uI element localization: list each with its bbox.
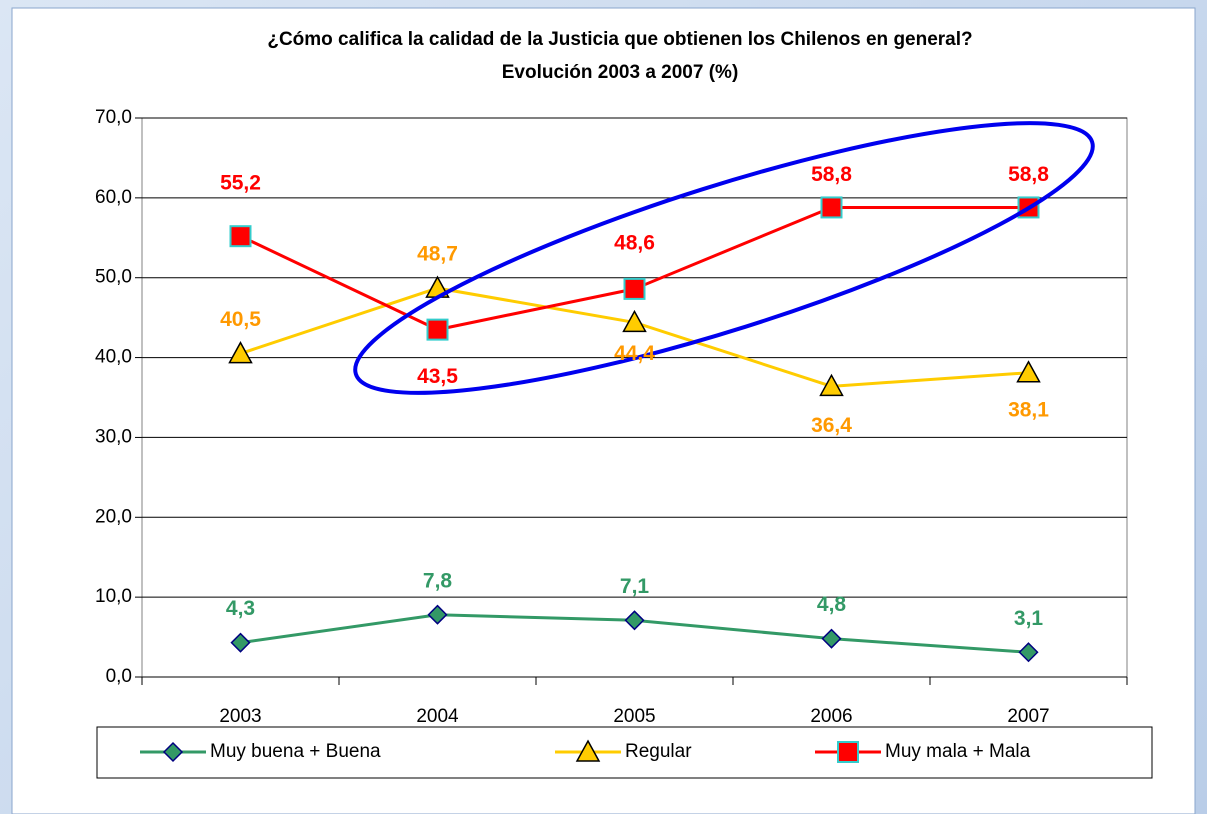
marker [427, 604, 448, 625]
data-label: 4,8 [817, 593, 847, 616]
y-tick-label: 60,0 [95, 187, 132, 208]
data-label: 38,1 [1008, 398, 1049, 421]
y-tick-label: 40,0 [95, 347, 132, 368]
marker [228, 341, 253, 364]
data-label: 55,2 [220, 172, 261, 195]
marker [837, 741, 859, 763]
data-label: 43,5 [417, 365, 458, 388]
data-label: 36,4 [811, 414, 852, 437]
legend-label: Muy mala + Mala [885, 741, 1031, 762]
y-tick-label: 30,0 [95, 426, 132, 447]
y-tick-label: 0,0 [106, 666, 132, 687]
x-tick-label: 2006 [810, 706, 852, 727]
data-label: 58,8 [811, 163, 852, 186]
data-label: 7,8 [423, 569, 453, 592]
data-label: 3,1 [1014, 607, 1044, 630]
legend-label: Regular [625, 741, 692, 762]
x-tick-label: 2003 [219, 706, 261, 727]
legend-box [96, 726, 1153, 779]
chart-title: ¿Cómo califica la calidad de la Justicia… [267, 29, 972, 50]
marker [820, 196, 843, 219]
x-tick-label: 2004 [416, 706, 459, 727]
marker [162, 741, 184, 763]
y-tick-label: 10,0 [95, 586, 132, 607]
marker [819, 373, 844, 397]
x-tick-label: 2005 [613, 706, 655, 727]
y-tick-label: 70,0 [95, 107, 132, 128]
label-group: 4,3 7,8 7,1 4,8 3,1 40,5 48,7 44,4 36,4 38,1 55,2 4… [140, 163, 1049, 763]
marker [821, 628, 842, 649]
legend-label: Muy buena + Buena [210, 741, 381, 762]
x-tick-label: 2007 [1007, 706, 1049, 727]
marker [1018, 642, 1039, 663]
marker [230, 632, 251, 653]
data-label: 4,3 [226, 597, 255, 620]
marker [623, 277, 646, 300]
y-tick-label: 20,0 [95, 506, 132, 527]
data-label: 44,4 [614, 342, 655, 365]
marker [575, 739, 601, 762]
data-label: 7,1 [620, 575, 650, 598]
marker [229, 225, 252, 248]
chart-subtitle: Evolución 2003 a 2007 (%) [502, 62, 739, 83]
highlight-ellipse [353, 121, 1095, 395]
data-label: 58,8 [1008, 163, 1049, 186]
marker [1016, 360, 1041, 383]
data-label: 48,7 [417, 243, 458, 266]
marker [426, 318, 449, 341]
data-label: 48,6 [614, 231, 655, 254]
marker [624, 610, 645, 631]
data-label: 40,5 [220, 308, 261, 331]
marker [622, 309, 647, 333]
y-tick-label: 50,0 [95, 267, 132, 288]
